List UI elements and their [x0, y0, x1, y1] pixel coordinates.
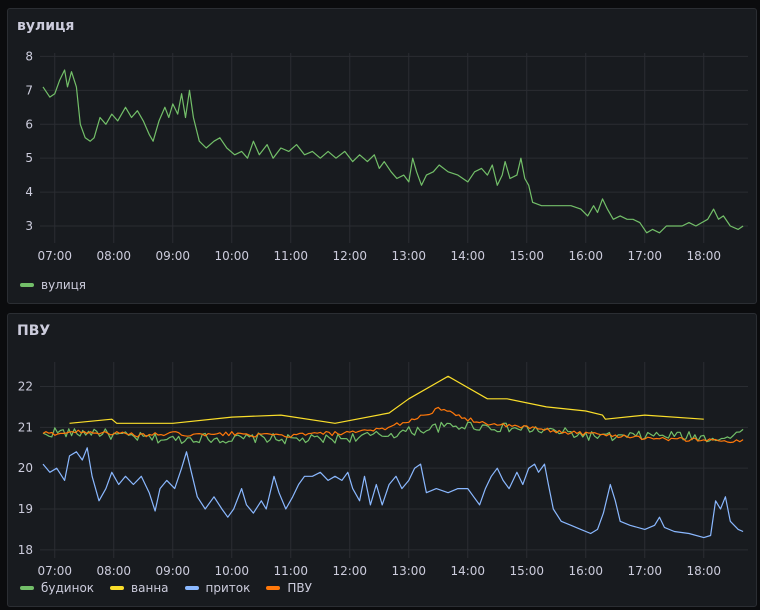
x-tick-label: 08:00 — [96, 249, 131, 263]
x-tick-label: 15:00 — [509, 249, 544, 263]
y-tick-label: 18 — [18, 543, 33, 557]
x-tick-label: 07:00 — [37, 249, 72, 263]
legend-swatch — [20, 586, 34, 590]
x-tick-label: 12:00 — [332, 249, 367, 263]
x-tick-label: 13:00 — [391, 564, 426, 578]
x-tick-label: 13:00 — [391, 249, 426, 263]
y-tick-label: 3 — [25, 219, 33, 233]
x-tick-label: 16:00 — [568, 249, 603, 263]
y-tick-label: 7 — [25, 83, 33, 97]
series-line-3 — [42, 447, 744, 539]
legend-item-supply[interactable]: приток — [184, 581, 251, 595]
x-tick-label: 12:00 — [332, 564, 367, 578]
series-line-4 — [42, 406, 744, 444]
x-tick-label: 09:00 — [155, 249, 190, 263]
x-tick-label: 07:00 — [37, 564, 72, 578]
x-tick-label: 14:00 — [450, 564, 485, 578]
legend-label: ванна — [131, 581, 169, 595]
panel-hvac: ПВУ 18 19 20 21 22 07:00 08:00 09:00 10:00 11:00 1… — [7, 313, 757, 607]
y-tick-label: 4 — [25, 185, 33, 199]
x-tick-label: 10:00 — [214, 249, 249, 263]
x-tick-label: 15:00 — [509, 564, 544, 578]
x-tick-label: 16:00 — [568, 564, 603, 578]
x-tick-label: 17:00 — [627, 249, 662, 263]
series-line-1 — [42, 69, 744, 234]
panel-outdoor: вулиця 3 4 5 6 7 8 07:00 08:00 09:00 10:00 11:00 12… — [7, 8, 757, 304]
x-tick-label: 17:00 — [627, 564, 662, 578]
y-tick-label: 22 — [18, 380, 33, 394]
x-tick-label: 11:00 — [273, 564, 308, 578]
x-tick-label: 09:00 — [155, 564, 190, 578]
panel-title[interactable]: вулиця — [17, 18, 75, 34]
x-tick-label: 11:00 — [273, 249, 308, 263]
x-tick-label: 10:00 — [214, 564, 249, 578]
y-tick-label: 19 — [18, 502, 33, 516]
legend-label: вулиця — [41, 278, 87, 292]
legend-item-bathroom[interactable]: ванна — [110, 581, 169, 595]
legend-label: приток — [205, 581, 251, 595]
y-tick-label: 21 — [18, 420, 33, 434]
legend-swatch — [184, 586, 199, 590]
y-tick-label: 20 — [18, 461, 33, 475]
legend-swatch — [266, 586, 281, 590]
x-tick-label: 18:00 — [686, 249, 721, 263]
x-tick-label: 14:00 — [450, 249, 485, 263]
legend-item-outdoor[interactable]: вулиця — [20, 278, 86, 292]
outdoor-chart: 3 4 5 6 7 8 07:00 08:00 09:00 10:00 11:00 12:00 13:0… — [25, 49, 748, 263]
y-tick-label: 5 — [25, 151, 33, 165]
y-tick-label: 6 — [25, 117, 33, 131]
legend: вулиця — [20, 278, 86, 292]
legend-swatch — [20, 283, 34, 287]
x-tick-label: 18:00 — [686, 564, 721, 578]
x-tick-label: 08:00 — [96, 564, 131, 578]
legend: будинок ванна приток ПВУ — [20, 581, 312, 595]
hvac-chart: 18 19 20 21 22 07:00 08:00 09:00 10:00 11:00 12:00… — [18, 362, 748, 578]
legend-swatch — [110, 586, 125, 590]
legend-label: ПВУ — [287, 581, 312, 595]
legend-item-pvu[interactable]: ПВУ — [266, 581, 312, 595]
legend-label: будинок — [41, 581, 95, 595]
y-tick-label: 8 — [25, 49, 33, 63]
series-line-2 — [69, 375, 704, 424]
panel-title[interactable]: ПВУ — [17, 323, 51, 339]
legend-item-house[interactable]: будинок — [20, 581, 94, 595]
